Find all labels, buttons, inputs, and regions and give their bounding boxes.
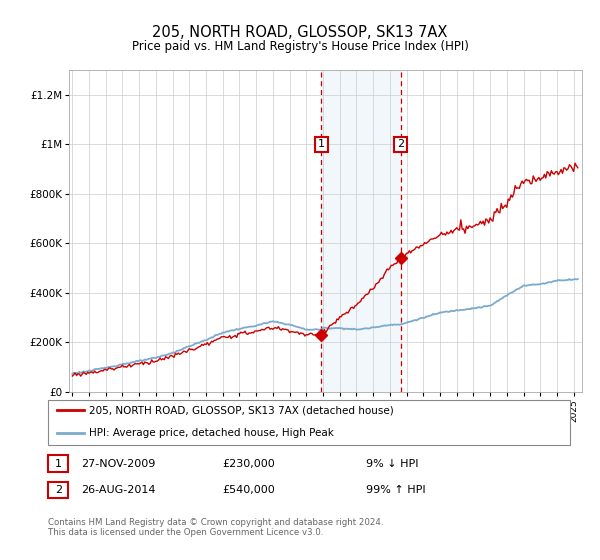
Text: 205, NORTH ROAD, GLOSSOP, SK13 7AX: 205, NORTH ROAD, GLOSSOP, SK13 7AX [152, 25, 448, 40]
Text: Contains HM Land Registry data © Crown copyright and database right 2024.
This d: Contains HM Land Registry data © Crown c… [48, 518, 383, 538]
Text: 205, NORTH ROAD, GLOSSOP, SK13 7AX (detached house): 205, NORTH ROAD, GLOSSOP, SK13 7AX (deta… [89, 405, 394, 416]
Text: Price paid vs. HM Land Registry's House Price Index (HPI): Price paid vs. HM Land Registry's House … [131, 40, 469, 53]
Text: 99% ↑ HPI: 99% ↑ HPI [366, 485, 425, 495]
Text: 2: 2 [397, 139, 404, 150]
Text: £230,000: £230,000 [222, 459, 275, 469]
Text: 9% ↓ HPI: 9% ↓ HPI [366, 459, 419, 469]
Text: 27-NOV-2009: 27-NOV-2009 [81, 459, 155, 469]
Text: 26-AUG-2014: 26-AUG-2014 [81, 485, 155, 495]
Bar [322, 70, 401, 392]
Text: 2: 2 [55, 485, 62, 495]
Text: £540,000: £540,000 [222, 485, 275, 495]
Text: HPI: Average price, detached house, High Peak: HPI: Average price, detached house, High… [89, 428, 334, 438]
Text: 1: 1 [318, 139, 325, 150]
Text: 1: 1 [55, 459, 62, 469]
